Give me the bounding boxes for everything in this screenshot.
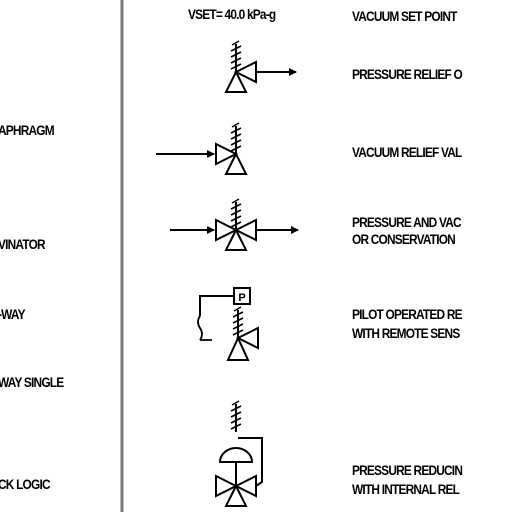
pilot-operated-label-line1: PILOT OPERATED RE bbox=[352, 307, 463, 322]
pressure-vacuum-label-line1: PRESSURE AND VAC bbox=[352, 215, 462, 230]
vacuum-set-point-label: VACUUM SET POINT bbox=[352, 9, 457, 24]
left-label-evinator: VINATOR bbox=[0, 237, 46, 252]
pressure-reducing-label-line1: PRESSURE REDUCIN bbox=[352, 463, 463, 478]
pilot-letter: P bbox=[238, 292, 245, 304]
vacuum-relief-label: VACUUM RELIEF VAL bbox=[352, 145, 462, 160]
left-label-way-single: WAY SINGLE bbox=[0, 375, 64, 390]
vacuum-relief-valve-icon bbox=[156, 122, 248, 175]
left-label-way: -WAY bbox=[0, 307, 26, 322]
left-label-check-logic: CK LOGIC bbox=[0, 477, 51, 492]
pressure-reducing-valve-icon bbox=[215, 400, 263, 507]
pilot-operated-valve-icon bbox=[197, 287, 259, 361]
pressure-vacuum-relief-valve-icon bbox=[170, 198, 299, 251]
pilot-operated-label-line2: WITH REMOTE SENS bbox=[352, 326, 460, 341]
left-label-diaphragm: APHRAGM bbox=[0, 123, 55, 138]
pressure-relief-valve-icon bbox=[224, 40, 297, 93]
pressure-vacuum-label-line2: OR CONSERVATION bbox=[352, 232, 456, 247]
vset-label: VSET= 40.0 kPa-g bbox=[188, 7, 276, 22]
pressure-reducing-label-line2: WITH INTERNAL REL bbox=[352, 482, 460, 497]
pressure-relief-label: PRESSURE RELIEF O bbox=[352, 67, 463, 82]
